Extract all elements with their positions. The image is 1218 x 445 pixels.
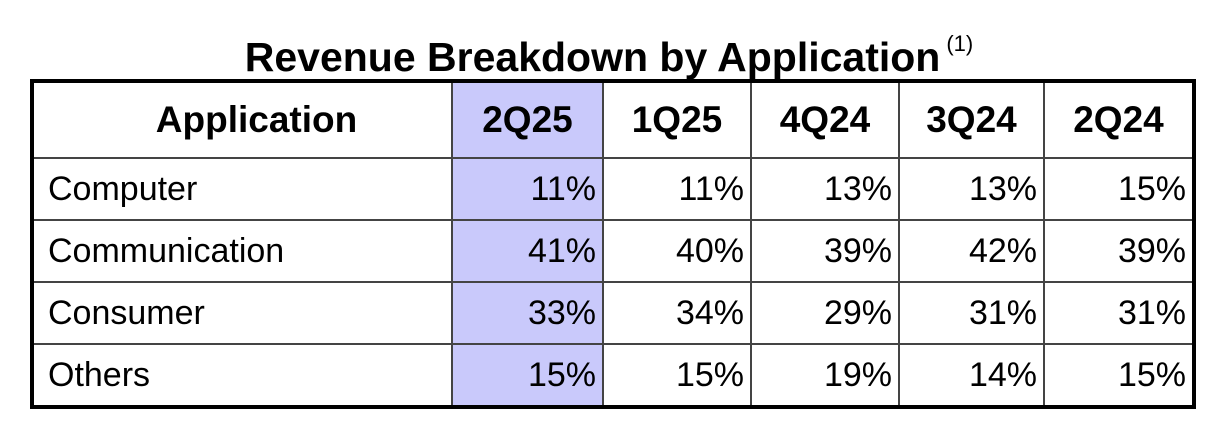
data-row: Computer 11% 11% 13% 13% 15%: [31, 157, 1195, 221]
value-cell: 33%: [451, 281, 604, 345]
value-cell: 15%: [602, 343, 752, 408]
header-cell: 2Q24: [1043, 80, 1195, 159]
row-label: Others: [31, 343, 453, 408]
header-cell: 3Q24: [898, 80, 1045, 159]
value-cell: 11%: [602, 157, 752, 221]
value-cell: 31%: [1043, 281, 1195, 345]
value-cell: 14%: [898, 343, 1045, 408]
header-cell: Application: [31, 80, 453, 159]
value-cell: 15%: [1043, 343, 1195, 408]
header-row: Application 2Q25 1Q25 4Q24 3Q24 2Q24: [31, 80, 1195, 159]
header-cell: 4Q24: [750, 80, 900, 159]
value-cell: 11%: [451, 157, 604, 221]
header-cell: 1Q25: [602, 80, 752, 159]
data-row: Communication 41% 40% 39% 42% 39%: [31, 219, 1195, 283]
row-label: Consumer: [31, 281, 453, 345]
row-label: Communication: [31, 219, 453, 283]
row-label: Computer: [31, 157, 453, 221]
title-block: Revenue Breakdown by Application (1): [0, 14, 1218, 87]
value-cell: 13%: [750, 157, 900, 221]
title-footnote-marker: (1): [946, 31, 974, 56]
value-cell: 42%: [898, 219, 1045, 283]
value-cell: 15%: [451, 343, 604, 408]
header-cell: 2Q25: [451, 80, 604, 159]
revenue-table: Application 2Q25 1Q25 4Q24 3Q24 2Q24 Computer 1…: [30, 79, 1196, 409]
value-cell: 34%: [602, 281, 752, 345]
value-cell: 40%: [602, 219, 752, 283]
value-cell: 41%: [451, 219, 604, 283]
value-cell: 19%: [750, 343, 900, 408]
data-row: Consumer 33% 34% 29% 31% 31%: [31, 281, 1195, 345]
value-cell: 31%: [898, 281, 1045, 345]
title: Revenue Breakdown by Application: [244, 34, 941, 80]
value-cell: 39%: [1043, 219, 1195, 283]
value-cell: 39%: [750, 219, 900, 283]
value-cell: 29%: [750, 281, 900, 345]
value-cell: 13%: [898, 157, 1045, 221]
value-cell: 15%: [1043, 157, 1195, 221]
data-row: Others 15% 15% 19% 14% 15%: [31, 343, 1195, 408]
